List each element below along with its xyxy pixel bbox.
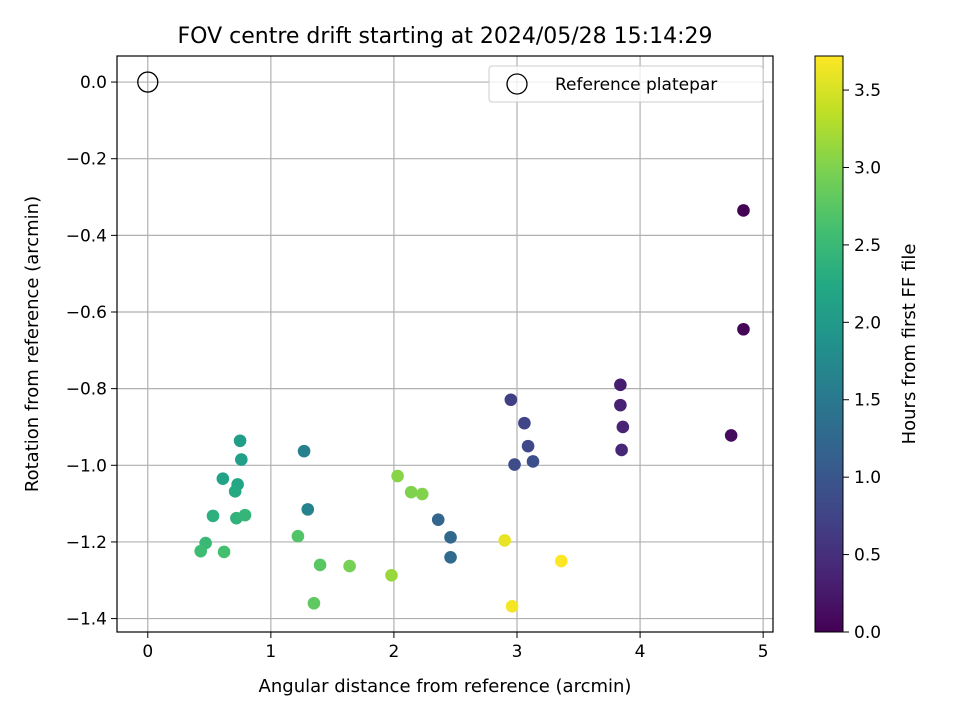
data-point [724, 429, 738, 442]
data-point [555, 554, 568, 568]
data-point [614, 398, 627, 412]
data-point [616, 420, 630, 434]
x-axis-ticks: 0 1 2 3 4 5 [142, 632, 769, 662]
y-tick-label: −1.4 [66, 610, 107, 630]
colorbar-tick-label: 1.0 [854, 468, 881, 488]
x-tick-label: 2 [389, 642, 400, 662]
y-tick-label: −1.0 [66, 456, 107, 476]
data-point [614, 378, 627, 392]
colorbar-tick-label: 1.5 [854, 391, 881, 411]
data-point [235, 453, 248, 466]
data-point [615, 443, 628, 457]
colorbar-tick-label: 3.5 [854, 81, 881, 101]
legend: Reference platepar [488, 65, 764, 103]
data-point [404, 485, 418, 499]
colorbar-tick-label: 0.0 [854, 623, 881, 643]
data-point [228, 485, 242, 498]
colorbar-tick-label: 2.5 [854, 236, 881, 256]
data-point [526, 455, 540, 468]
y-tick-label: −0.2 [66, 150, 107, 170]
data-point [301, 503, 315, 516]
plot-frame [116, 55, 774, 633]
y-tick-label: −0.4 [66, 226, 107, 246]
y-tick-label: −0.8 [66, 380, 107, 400]
data-point [297, 444, 311, 458]
colorbar-tick-label: 0.5 [854, 546, 881, 566]
data-point [385, 568, 398, 582]
data-point [238, 508, 252, 522]
y-axis-ticks: 0.0 −0.2 −0.4 −0.6 −0.8 −1.0 −1.2 −1.4 [66, 73, 117, 630]
colorbar-ticks: 0.0 0.5 1.0 1.5 2.0 2.5 3.0 3.5 [843, 81, 881, 643]
data-point [504, 393, 518, 407]
x-tick-label: 4 [635, 642, 646, 662]
data-point [194, 544, 207, 558]
data-point [737, 322, 750, 336]
data-point [498, 534, 511, 547]
data-point [291, 529, 305, 543]
x-tick-label: 0 [142, 642, 153, 662]
data-point [415, 487, 429, 501]
x-tick-label: 1 [265, 642, 276, 662]
x-tick-label: 5 [758, 642, 769, 662]
colorbar-label: Hours from first FF file [899, 244, 920, 445]
data-points [194, 204, 750, 613]
y-tick-label: −0.6 [66, 303, 107, 323]
x-tick-label: 3 [512, 642, 523, 662]
grid-lines [117, 56, 773, 632]
data-point [431, 513, 445, 527]
legend-marker-open-circle [506, 73, 528, 95]
colorbar [814, 55, 844, 633]
colorbar-tick-label: 3.0 [854, 158, 881, 178]
chart-title: FOV centre drift starting at 2024/05/28 … [178, 24, 713, 49]
y-tick-label: 0.0 [80, 73, 107, 93]
data-point [391, 469, 404, 483]
colorbar-tick-label: 2.0 [854, 313, 881, 333]
data-point [206, 509, 220, 523]
data-point [508, 458, 521, 471]
reference-marker [137, 71, 159, 93]
data-point [216, 472, 230, 486]
data-point [233, 434, 247, 448]
y-axis-label: Rotation from reference (arcmin) [22, 196, 43, 492]
data-point [505, 600, 519, 613]
reference-platepar-point [137, 71, 159, 93]
legend-label: Reference platepar [555, 75, 717, 95]
data-point [343, 559, 356, 573]
data-point [518, 416, 531, 430]
data-point [444, 550, 457, 564]
data-point [521, 439, 535, 453]
data-point [307, 596, 321, 610]
data-point [313, 558, 327, 572]
data-point [217, 545, 231, 559]
legend-box [488, 65, 764, 103]
data-point [444, 531, 457, 544]
y-tick-label: −1.2 [66, 533, 107, 553]
x-axis-label: Angular distance from reference (arcmin) [259, 676, 632, 697]
data-point [737, 204, 750, 217]
